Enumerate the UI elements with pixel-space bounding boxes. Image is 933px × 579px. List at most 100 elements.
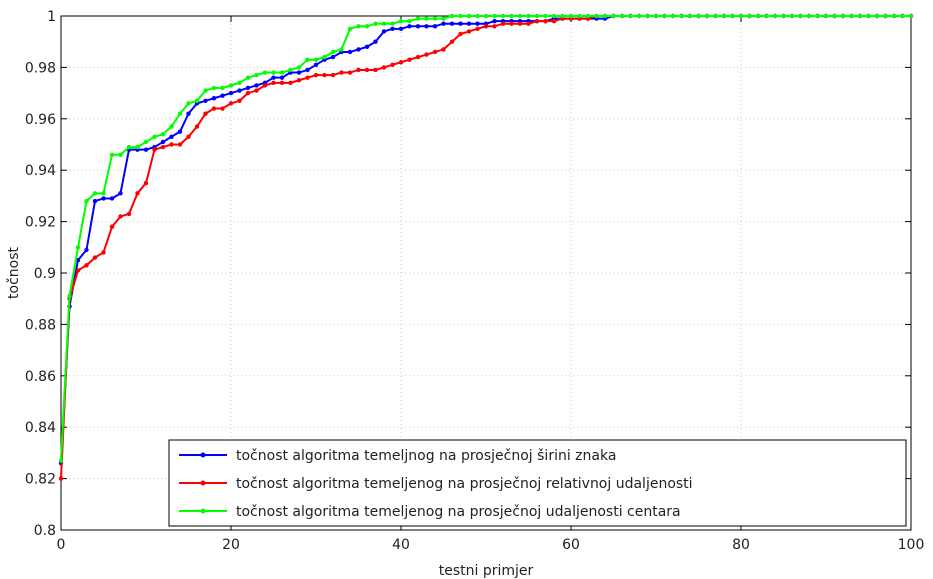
data-point — [857, 13, 863, 19]
data-point — [220, 85, 225, 91]
data-point — [432, 49, 438, 55]
data-point — [177, 142, 183, 147]
data-point — [551, 18, 557, 24]
y-tick-label: 0.96 — [25, 112, 56, 128]
data-point — [390, 26, 395, 32]
data-point — [449, 21, 455, 26]
data-point — [815, 13, 820, 19]
legend-label: točnost algoritma temeljenog na prosječn… — [236, 476, 693, 492]
data-point — [628, 13, 633, 19]
y-tick-label: 0.86 — [25, 369, 56, 385]
data-point — [58, 458, 64, 463]
legend-swatch-marker — [200, 508, 206, 514]
y-tick-label: 0.88 — [25, 317, 56, 333]
data-point — [449, 39, 455, 44]
data-point — [543, 18, 548, 24]
data-point — [415, 54, 421, 60]
axis-ticks: 0 20 40 60 80 100 0.8 0.82 0.84 0.86 0.88 0.9 0.92 0.… — [25, 9, 925, 553]
data-point — [169, 142, 174, 147]
data-point — [432, 16, 438, 21]
data-point — [118, 214, 123, 219]
data-point — [662, 13, 667, 19]
data-point — [636, 13, 642, 19]
legend: točnost algoritma temeljnog na prosječno… — [168, 439, 907, 527]
data-point — [118, 191, 123, 196]
data-point — [313, 57, 319, 62]
data-point — [492, 18, 497, 24]
data-point — [526, 13, 531, 19]
data-point — [279, 75, 285, 80]
data-point — [874, 13, 880, 19]
data-point — [135, 191, 140, 196]
data-point — [390, 62, 395, 68]
data-point — [330, 49, 336, 55]
data-point — [738, 13, 744, 19]
series-3 — [58, 13, 914, 463]
data-point — [356, 67, 361, 73]
data-point — [84, 247, 89, 253]
data-point — [475, 26, 480, 32]
data-point — [245, 85, 251, 91]
data-point — [560, 13, 565, 19]
data-point — [271, 70, 276, 75]
data-point — [449, 13, 455, 19]
series-layer — [58, 13, 914, 481]
data-point — [526, 21, 531, 26]
data-point — [237, 80, 242, 86]
data-point — [296, 70, 302, 75]
data-point — [840, 13, 846, 19]
y-tick-label: 0.9 — [34, 266, 56, 282]
data-point — [211, 106, 217, 111]
data-point — [126, 144, 132, 150]
data-point — [713, 13, 718, 19]
legend-swatch-marker — [200, 480, 206, 486]
data-point — [900, 13, 905, 19]
data-point — [407, 57, 412, 62]
data-point — [347, 70, 353, 75]
data-point — [755, 13, 761, 19]
data-point — [645, 13, 650, 19]
data-point — [339, 47, 344, 52]
series-2 — [58, 13, 914, 481]
data-point — [517, 13, 523, 19]
data-point — [534, 13, 540, 19]
data-point — [891, 13, 897, 19]
y-axis-label: točnost — [6, 247, 22, 299]
data-point — [517, 21, 523, 26]
data-point — [288, 67, 293, 73]
y-tick-label: 1 — [47, 9, 56, 25]
data-point — [118, 152, 123, 157]
data-point — [611, 13, 616, 19]
data-point — [160, 144, 166, 150]
series-line — [60, 15, 911, 479]
data-point — [92, 255, 98, 260]
data-point — [432, 24, 438, 29]
data-point — [594, 13, 599, 19]
data-point — [262, 83, 268, 88]
data-point — [135, 144, 140, 150]
data-point — [577, 13, 582, 19]
data-point — [186, 134, 191, 139]
data-point — [458, 31, 463, 37]
y-tick-label: 0.84 — [25, 420, 56, 436]
data-point — [764, 13, 769, 19]
data-point — [696, 13, 701, 19]
data-point — [398, 18, 404, 24]
data-point — [279, 80, 285, 86]
y-tick-label: 0.94 — [25, 163, 56, 179]
data-point — [398, 60, 404, 65]
data-point — [381, 65, 387, 70]
data-point — [373, 67, 378, 73]
data-point — [288, 80, 293, 86]
series-line — [60, 15, 911, 464]
data-point — [619, 13, 625, 19]
data-point — [143, 139, 149, 145]
data-point — [500, 13, 506, 19]
data-point — [509, 13, 514, 19]
data-point — [568, 13, 574, 19]
data-point — [475, 21, 480, 26]
data-point — [169, 134, 174, 139]
data-point — [364, 44, 370, 50]
data-point — [373, 21, 378, 26]
